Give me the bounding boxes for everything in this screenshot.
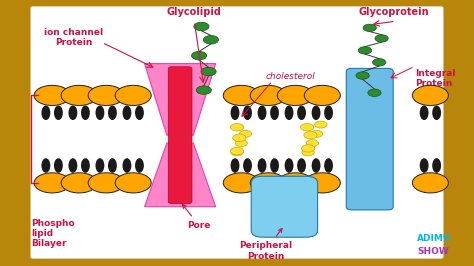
- Circle shape: [301, 145, 315, 152]
- Text: ion channel
Protein: ion channel Protein: [44, 28, 103, 47]
- Ellipse shape: [324, 158, 333, 173]
- Ellipse shape: [81, 158, 90, 173]
- Circle shape: [88, 173, 124, 193]
- Ellipse shape: [230, 158, 239, 173]
- Ellipse shape: [432, 106, 441, 120]
- Ellipse shape: [122, 158, 131, 173]
- Circle shape: [115, 173, 151, 193]
- Ellipse shape: [243, 106, 252, 120]
- Ellipse shape: [297, 106, 306, 120]
- Text: SHOW: SHOW: [418, 247, 449, 256]
- Circle shape: [61, 173, 97, 193]
- Ellipse shape: [243, 158, 252, 173]
- Ellipse shape: [135, 106, 144, 120]
- Circle shape: [368, 89, 381, 97]
- Circle shape: [250, 173, 286, 193]
- Ellipse shape: [270, 158, 279, 173]
- Ellipse shape: [108, 106, 117, 120]
- Ellipse shape: [311, 158, 320, 173]
- Circle shape: [61, 85, 97, 106]
- Circle shape: [306, 140, 319, 147]
- Ellipse shape: [108, 158, 117, 173]
- Circle shape: [356, 72, 369, 79]
- Circle shape: [358, 47, 372, 54]
- Circle shape: [363, 24, 376, 32]
- Ellipse shape: [68, 158, 77, 173]
- Polygon shape: [145, 143, 216, 207]
- Circle shape: [115, 85, 151, 106]
- Circle shape: [203, 36, 219, 44]
- Ellipse shape: [41, 158, 50, 173]
- FancyBboxPatch shape: [31, 7, 443, 258]
- Circle shape: [201, 67, 216, 76]
- Text: Glycolipid: Glycolipid: [167, 7, 222, 17]
- Ellipse shape: [81, 106, 90, 120]
- Text: Integral
Protein: Integral Protein: [415, 69, 455, 88]
- Ellipse shape: [257, 158, 266, 173]
- Ellipse shape: [311, 106, 320, 120]
- Circle shape: [304, 131, 317, 139]
- Text: Peripheral
Protein: Peripheral Protein: [239, 228, 292, 261]
- Ellipse shape: [284, 158, 293, 173]
- Ellipse shape: [297, 158, 306, 173]
- Circle shape: [302, 149, 314, 156]
- Circle shape: [239, 130, 252, 137]
- Ellipse shape: [135, 158, 144, 173]
- Circle shape: [191, 51, 207, 60]
- Circle shape: [230, 123, 244, 131]
- Circle shape: [304, 85, 340, 106]
- Text: Pore: Pore: [182, 205, 211, 230]
- FancyBboxPatch shape: [168, 67, 192, 203]
- Ellipse shape: [419, 106, 428, 120]
- Circle shape: [230, 147, 244, 155]
- Text: ADIMU: ADIMU: [417, 234, 451, 243]
- FancyBboxPatch shape: [251, 176, 318, 237]
- Text: Phospho
lipid
Bilayer: Phospho lipid Bilayer: [31, 219, 74, 248]
- Circle shape: [223, 173, 259, 193]
- Ellipse shape: [419, 158, 428, 173]
- Ellipse shape: [41, 106, 50, 120]
- Ellipse shape: [270, 106, 279, 120]
- Circle shape: [88, 85, 124, 106]
- Circle shape: [277, 173, 313, 193]
- Circle shape: [196, 86, 211, 94]
- Ellipse shape: [432, 158, 441, 173]
- Ellipse shape: [257, 106, 266, 120]
- Circle shape: [34, 173, 70, 193]
- Text: cholesterol: cholesterol: [265, 72, 315, 81]
- Circle shape: [412, 173, 448, 193]
- Circle shape: [301, 123, 314, 131]
- Circle shape: [304, 173, 340, 193]
- Ellipse shape: [54, 106, 63, 120]
- Circle shape: [310, 130, 323, 137]
- Ellipse shape: [230, 106, 239, 120]
- Circle shape: [315, 121, 327, 128]
- Circle shape: [412, 85, 448, 106]
- Ellipse shape: [95, 158, 104, 173]
- Text: Glycoprotein: Glycoprotein: [358, 7, 428, 17]
- Ellipse shape: [95, 106, 104, 120]
- Circle shape: [277, 85, 313, 106]
- Circle shape: [34, 85, 70, 106]
- Circle shape: [250, 85, 286, 106]
- Ellipse shape: [324, 106, 333, 120]
- FancyBboxPatch shape: [346, 68, 393, 210]
- Ellipse shape: [284, 106, 293, 120]
- Circle shape: [375, 35, 388, 42]
- Ellipse shape: [68, 106, 77, 120]
- Polygon shape: [145, 64, 216, 135]
- Ellipse shape: [122, 106, 131, 120]
- Circle shape: [223, 85, 259, 106]
- Circle shape: [373, 59, 386, 66]
- Circle shape: [194, 22, 209, 31]
- Ellipse shape: [54, 158, 63, 173]
- Circle shape: [231, 149, 243, 156]
- Circle shape: [233, 134, 246, 142]
- Circle shape: [235, 140, 247, 147]
